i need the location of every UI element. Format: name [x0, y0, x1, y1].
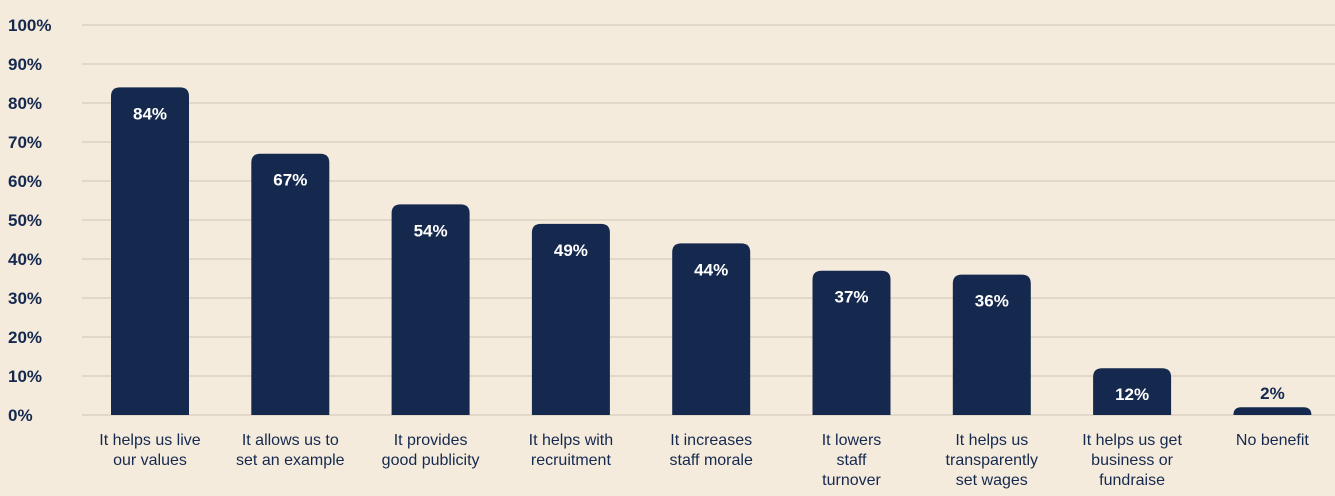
bar: [672, 243, 751, 415]
data-label: 44%: [694, 260, 728, 279]
x-tick-label: It provides good publicity: [382, 432, 480, 469]
y-tick-label: 100%: [8, 16, 51, 35]
bar: [391, 204, 470, 415]
bar: [531, 223, 610, 415]
x-tick-label: It helps us get business or fundraise: [1082, 432, 1182, 489]
y-tick-label: 70%: [8, 133, 42, 152]
data-label: 84%: [133, 104, 167, 123]
x-tick-label: It helps with recruitment: [529, 432, 613, 469]
data-label: 67%: [273, 171, 307, 190]
x-tick-label: It helps us transparently set wages: [946, 432, 1039, 489]
x-tick-label: No benefit: [1236, 432, 1309, 449]
data-label: 54%: [414, 221, 448, 240]
y-tick-label: 90%: [8, 55, 42, 74]
data-label: 37%: [834, 288, 868, 307]
bar: [1233, 407, 1312, 415]
data-label: 12%: [1115, 385, 1149, 404]
x-tick-label: It helps us live our values: [99, 432, 200, 469]
data-label: 36%: [975, 292, 1009, 311]
y-tick-label: 30%: [8, 289, 42, 308]
x-tick-label: It allows us to set an example: [236, 432, 345, 469]
y-tick-label: 10%: [8, 367, 42, 386]
data-label: 49%: [554, 241, 588, 260]
bar: [1093, 368, 1172, 415]
data-label: 2%: [1260, 384, 1285, 403]
bar: [111, 87, 189, 416]
bar: [952, 274, 1031, 415]
y-tick-label: 40%: [8, 250, 42, 269]
x-tick-label: It increases staff morale: [670, 432, 753, 469]
bar: [251, 153, 330, 415]
bar: [812, 270, 891, 415]
x-tick-label: It lowers staff turnover: [822, 432, 882, 489]
y-tick-label: 0%: [8, 406, 33, 425]
y-tick-label: 50%: [8, 211, 42, 230]
y-tick-label: 80%: [8, 94, 42, 113]
y-tick-label: 60%: [8, 172, 42, 191]
y-tick-label: 20%: [8, 328, 42, 347]
